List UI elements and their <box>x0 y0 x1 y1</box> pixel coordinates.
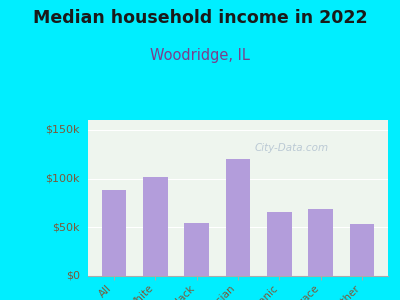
Bar <box>350 224 374 276</box>
Text: $100k: $100k <box>46 173 80 184</box>
Text: City-Data.com: City-Data.com <box>255 143 329 153</box>
Bar <box>267 212 292 276</box>
Bar <box>308 209 333 276</box>
Text: $50k: $50k <box>52 222 80 232</box>
Text: $150k: $150k <box>46 125 80 135</box>
Bar <box>102 190 126 276</box>
Bar <box>226 159 250 276</box>
Text: Woodridge, IL: Woodridge, IL <box>150 48 250 63</box>
Text: $0: $0 <box>66 271 80 281</box>
Bar <box>184 223 209 276</box>
Bar <box>143 176 168 276</box>
Text: Median household income in 2022: Median household income in 2022 <box>33 9 367 27</box>
